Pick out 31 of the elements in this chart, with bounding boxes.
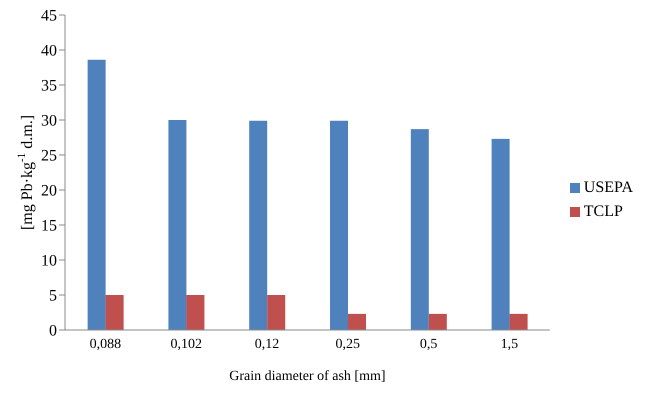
bar <box>330 120 348 330</box>
legend-label: TCLP <box>584 203 623 221</box>
x-tick-label: 0,088 <box>90 336 122 352</box>
bar <box>88 60 106 330</box>
bar <box>249 120 268 330</box>
x-axis-title: Grain diameter of ash [mm] <box>229 369 386 384</box>
x-tick-label: 0,25 <box>336 336 360 352</box>
y-tick-label: 5 <box>49 288 57 305</box>
bar <box>267 295 286 330</box>
y-tick-label: 35 <box>41 78 57 95</box>
x-tick-label: 0,102 <box>170 336 202 352</box>
bar <box>510 314 528 330</box>
bar <box>106 295 124 330</box>
y-tick-label: 0 <box>49 322 57 340</box>
x-tick-label: 1,5 <box>500 336 518 352</box>
y-tick-label: 15 <box>41 218 57 235</box>
bar <box>348 314 366 330</box>
bar <box>410 129 429 330</box>
y-tick-label: 25 <box>41 148 57 165</box>
bar <box>186 295 204 330</box>
bar <box>492 138 510 330</box>
bar <box>428 314 447 330</box>
y-tick-label: 20 <box>41 182 57 200</box>
bar <box>168 120 186 330</box>
x-tick-label: 0,5 <box>420 336 438 352</box>
y-tick-label: 10 <box>41 252 57 270</box>
y-tick-label: 45 <box>41 8 57 25</box>
legend-label: USEPA <box>584 179 633 197</box>
y-tick-label: 30 <box>41 112 57 130</box>
y-tick-label: 40 <box>41 42 57 60</box>
x-tick-label: 0,12 <box>254 336 280 352</box>
